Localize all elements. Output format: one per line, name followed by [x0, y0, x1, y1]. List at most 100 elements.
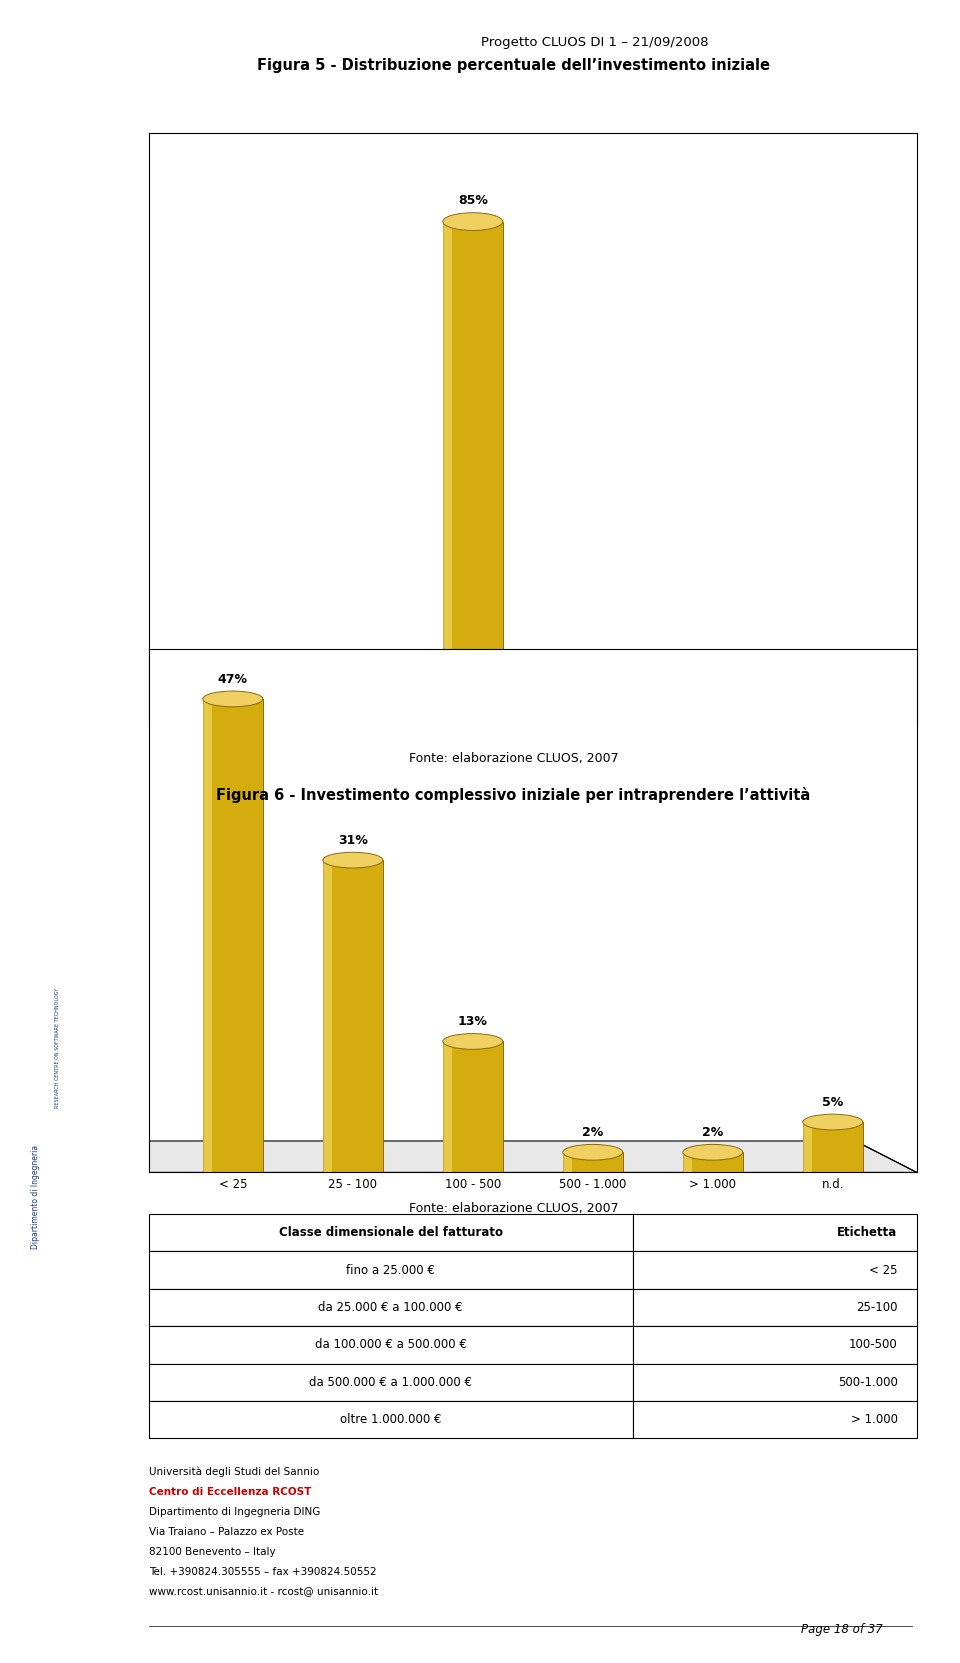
Polygon shape — [87, 688, 917, 723]
Text: da 25.000 € a 100.000 €: da 25.000 € a 100.000 € — [319, 1300, 463, 1314]
Bar — [563, 1152, 572, 1172]
Bar — [683, 717, 692, 723]
Bar — [563, 700, 572, 723]
Text: da 100.000 € a 500.000 €: da 100.000 € a 500.000 € — [315, 1339, 467, 1352]
Text: 47%: 47% — [218, 674, 248, 685]
Bar — [149, 1364, 633, 1400]
Ellipse shape — [203, 692, 263, 707]
Bar — [149, 1400, 633, 1438]
Text: Dipartimento di Ingegneria: Dipartimento di Ingegneria — [32, 1146, 40, 1249]
Polygon shape — [87, 98, 149, 723]
Text: 2%: 2% — [702, 1126, 724, 1139]
Ellipse shape — [203, 715, 263, 732]
Text: Dipartimento di Ingegneria DING: Dipartimento di Ingegneria DING — [149, 1507, 321, 1517]
Bar — [203, 705, 212, 723]
Ellipse shape — [803, 708, 863, 727]
Text: 100-500: 100-500 — [849, 1339, 898, 1352]
Bar — [149, 1214, 633, 1251]
Bar — [443, 1041, 503, 1172]
Bar — [203, 698, 212, 1172]
Ellipse shape — [323, 851, 383, 868]
Text: 31%: 31% — [338, 835, 368, 846]
Ellipse shape — [683, 708, 743, 727]
Bar — [633, 1400, 917, 1438]
Ellipse shape — [803, 1114, 863, 1129]
Bar — [633, 1214, 917, 1251]
Bar — [323, 693, 332, 723]
Bar — [633, 1289, 917, 1327]
Text: 3%: 3% — [222, 679, 244, 690]
Bar — [149, 1251, 633, 1289]
Text: www.rcost.unisannio.it - rcost@ unisannio.it: www.rcost.unisannio.it - rcost@ unisanni… — [149, 1587, 378, 1596]
Polygon shape — [87, 617, 149, 1172]
Bar — [443, 221, 452, 723]
Text: Figura 6 - Investimento complessivo iniziale per intraprendere l’attività: Figura 6 - Investimento complessivo iniz… — [216, 787, 811, 803]
Polygon shape — [87, 1141, 917, 1172]
Bar — [803, 1123, 863, 1172]
Ellipse shape — [203, 697, 263, 715]
Ellipse shape — [683, 1164, 743, 1181]
Bar — [633, 1327, 917, 1364]
Bar — [563, 700, 623, 723]
Text: Etichetta: Etichetta — [837, 1226, 898, 1239]
Text: 4%: 4% — [582, 672, 604, 685]
Bar — [443, 221, 503, 723]
Text: 2%: 2% — [582, 1126, 604, 1139]
Ellipse shape — [443, 1164, 503, 1181]
Bar — [803, 717, 863, 723]
Bar — [683, 1152, 692, 1172]
Text: 25-100: 25-100 — [856, 1300, 898, 1314]
Text: < 25: < 25 — [869, 1264, 898, 1277]
Text: da 500.000 € a 1.000.000 €: da 500.000 € a 1.000.000 € — [309, 1375, 472, 1389]
Text: Centro di Eccellenza RCOST: Centro di Eccellenza RCOST — [149, 1487, 311, 1497]
Bar — [149, 1289, 633, 1327]
Text: oltre 1.000.000 €: oltre 1.000.000 € — [340, 1414, 442, 1427]
Ellipse shape — [323, 1164, 383, 1181]
Ellipse shape — [803, 1164, 863, 1181]
Text: Fonte: elaborazione CLUOS, 2007: Fonte: elaborazione CLUOS, 2007 — [409, 752, 618, 765]
Bar — [323, 860, 332, 1172]
Text: Progetto CLUOS DI 1 – 21/09/2008: Progetto CLUOS DI 1 – 21/09/2008 — [482, 35, 708, 48]
Ellipse shape — [203, 1164, 263, 1181]
Text: 82100 Benevento – Italy: 82100 Benevento – Italy — [149, 1547, 276, 1557]
Text: 1%: 1% — [822, 690, 844, 703]
Bar — [803, 1123, 812, 1172]
Bar — [563, 1152, 623, 1172]
Text: Page 18 of 37: Page 18 of 37 — [802, 1623, 883, 1636]
Ellipse shape — [443, 1034, 503, 1049]
Ellipse shape — [323, 685, 383, 703]
Bar — [633, 1364, 917, 1400]
Bar — [683, 1152, 743, 1172]
Ellipse shape — [563, 1164, 623, 1181]
Ellipse shape — [563, 715, 623, 732]
Ellipse shape — [323, 715, 383, 732]
Text: Tel. +390824.305555 – fax +390824.50552: Tel. +390824.305555 – fax +390824.50552 — [149, 1567, 376, 1577]
Text: Fonte: elaborazione CLUOS, 2007: Fonte: elaborazione CLUOS, 2007 — [409, 1202, 618, 1216]
Text: 13%: 13% — [458, 1016, 488, 1028]
Ellipse shape — [803, 715, 863, 732]
Ellipse shape — [563, 690, 623, 708]
Text: Via Traiano – Palazzo ex Poste: Via Traiano – Palazzo ex Poste — [149, 1527, 304, 1537]
Text: Università degli Studi del Sannio: Università degli Studi del Sannio — [149, 1467, 319, 1477]
Bar — [683, 717, 743, 723]
Text: 5%: 5% — [342, 667, 364, 679]
Bar — [149, 1327, 633, 1364]
Bar — [323, 693, 383, 723]
Bar — [203, 705, 263, 723]
Bar — [633, 1251, 917, 1289]
Text: RESEARCH CENTRE ON SOFTWARE TECHNOLOGY: RESEARCH CENTRE ON SOFTWARE TECHNOLOGY — [55, 988, 60, 1108]
Bar — [323, 860, 383, 1172]
Text: Figura 5 - Distribuzione percentuale dell’investimento iniziale: Figura 5 - Distribuzione percentuale del… — [257, 58, 770, 73]
Ellipse shape — [443, 213, 503, 231]
Text: 5%: 5% — [822, 1096, 844, 1109]
Bar — [443, 1041, 452, 1172]
Bar — [803, 717, 812, 723]
Ellipse shape — [563, 1144, 623, 1161]
Ellipse shape — [683, 1144, 743, 1161]
Ellipse shape — [683, 715, 743, 732]
Text: fino a 25.000 €: fino a 25.000 € — [347, 1264, 435, 1277]
Text: Classe dimensionale del fatturato: Classe dimensionale del fatturato — [278, 1226, 503, 1239]
Text: 85%: 85% — [458, 195, 488, 206]
Text: > 1.000: > 1.000 — [851, 1414, 898, 1427]
Ellipse shape — [443, 715, 503, 732]
